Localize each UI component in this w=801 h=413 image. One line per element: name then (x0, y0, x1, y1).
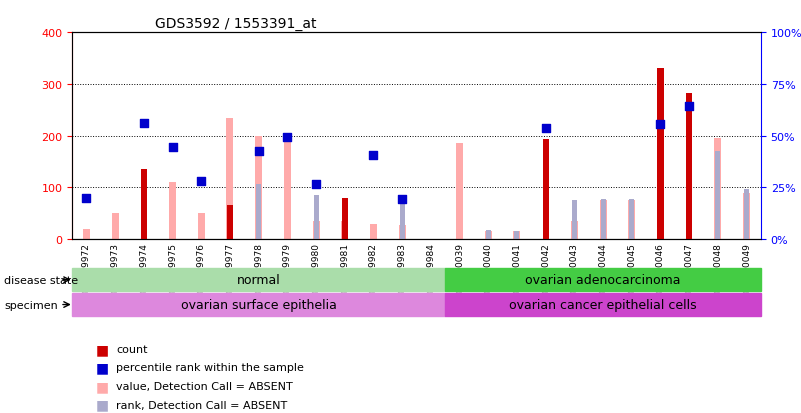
Bar (399, 225, 405, 240)
Bar (312, 221, 320, 240)
Point (396, 197, 409, 203)
Bar (485, 231, 491, 240)
Bar (400, 200, 405, 240)
Bar (715, 152, 720, 240)
Bar (714, 139, 722, 240)
Bar (743, 193, 750, 240)
Point (539, 125, 552, 132)
Bar (445, 293, 761, 316)
Bar (227, 206, 233, 240)
Point (367, 152, 380, 159)
Text: rank, Detection Call = ABSENT: rank, Detection Call = ABSENT (116, 400, 288, 410)
Bar (111, 214, 119, 240)
Bar (313, 196, 319, 240)
Text: ■: ■ (96, 361, 109, 375)
Text: ovarian adenocarcinoma: ovarian adenocarcinoma (525, 273, 681, 286)
Text: GDS3592 / 1553391_at: GDS3592 / 1553391_at (155, 17, 316, 31)
Bar (658, 69, 663, 240)
Point (138, 120, 151, 127)
Bar (513, 232, 521, 240)
Text: ■: ■ (96, 379, 109, 393)
Text: ovarian cancer epithelial cells: ovarian cancer epithelial cells (509, 298, 697, 311)
Bar (600, 201, 606, 240)
Text: ■: ■ (96, 398, 109, 412)
Bar (370, 224, 377, 240)
Point (195, 178, 207, 185)
Text: value, Detection Call = ABSENT: value, Detection Call = ABSENT (116, 381, 293, 391)
Text: specimen: specimen (4, 300, 58, 310)
Bar (601, 200, 606, 240)
Point (682, 104, 695, 110)
Text: ■: ■ (96, 342, 109, 356)
Bar (485, 232, 492, 240)
Bar (72, 268, 445, 291)
Bar (198, 214, 205, 240)
Bar (572, 201, 577, 240)
Bar (542, 140, 549, 240)
Point (654, 121, 667, 128)
Bar (141, 170, 147, 240)
Bar (342, 200, 348, 240)
Bar (227, 118, 233, 240)
Point (80, 195, 93, 202)
Bar (514, 232, 520, 240)
Bar (456, 143, 463, 240)
Point (166, 145, 179, 151)
Text: count: count (116, 344, 147, 354)
Bar (445, 268, 761, 291)
Point (281, 135, 294, 141)
Bar (83, 229, 90, 240)
Bar (72, 293, 445, 316)
Bar (169, 183, 176, 240)
Bar (628, 201, 635, 240)
Bar (342, 198, 348, 240)
Bar (256, 136, 262, 240)
Bar (571, 221, 578, 240)
Point (310, 181, 323, 188)
Bar (256, 184, 261, 240)
Text: normal: normal (237, 273, 280, 286)
Bar (744, 190, 749, 240)
Text: ovarian surface epithelia: ovarian surface epithelia (181, 298, 336, 311)
Bar (341, 221, 348, 240)
Point (252, 149, 265, 155)
Bar (686, 93, 692, 240)
Bar (630, 200, 634, 240)
Text: percentile rank within the sample: percentile rank within the sample (116, 363, 304, 373)
Bar (284, 136, 291, 240)
Text: disease state: disease state (4, 275, 78, 285)
